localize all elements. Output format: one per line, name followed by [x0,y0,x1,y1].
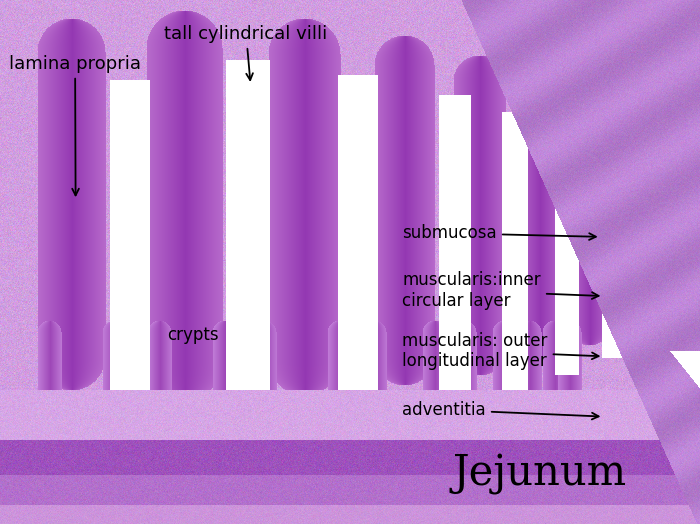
Text: muscularis: outer
longitudinal layer: muscularis: outer longitudinal layer [402,332,598,370]
Text: Jejunum: Jejunum [452,453,626,495]
Text: adventitia: adventitia [402,401,598,419]
Text: submucosa: submucosa [402,224,596,242]
Text: lamina propria: lamina propria [9,55,141,195]
Text: muscularis:inner
circular layer: muscularis:inner circular layer [402,271,598,310]
Text: tall cylindrical villi: tall cylindrical villi [164,25,328,80]
Text: crypts: crypts [167,326,218,344]
